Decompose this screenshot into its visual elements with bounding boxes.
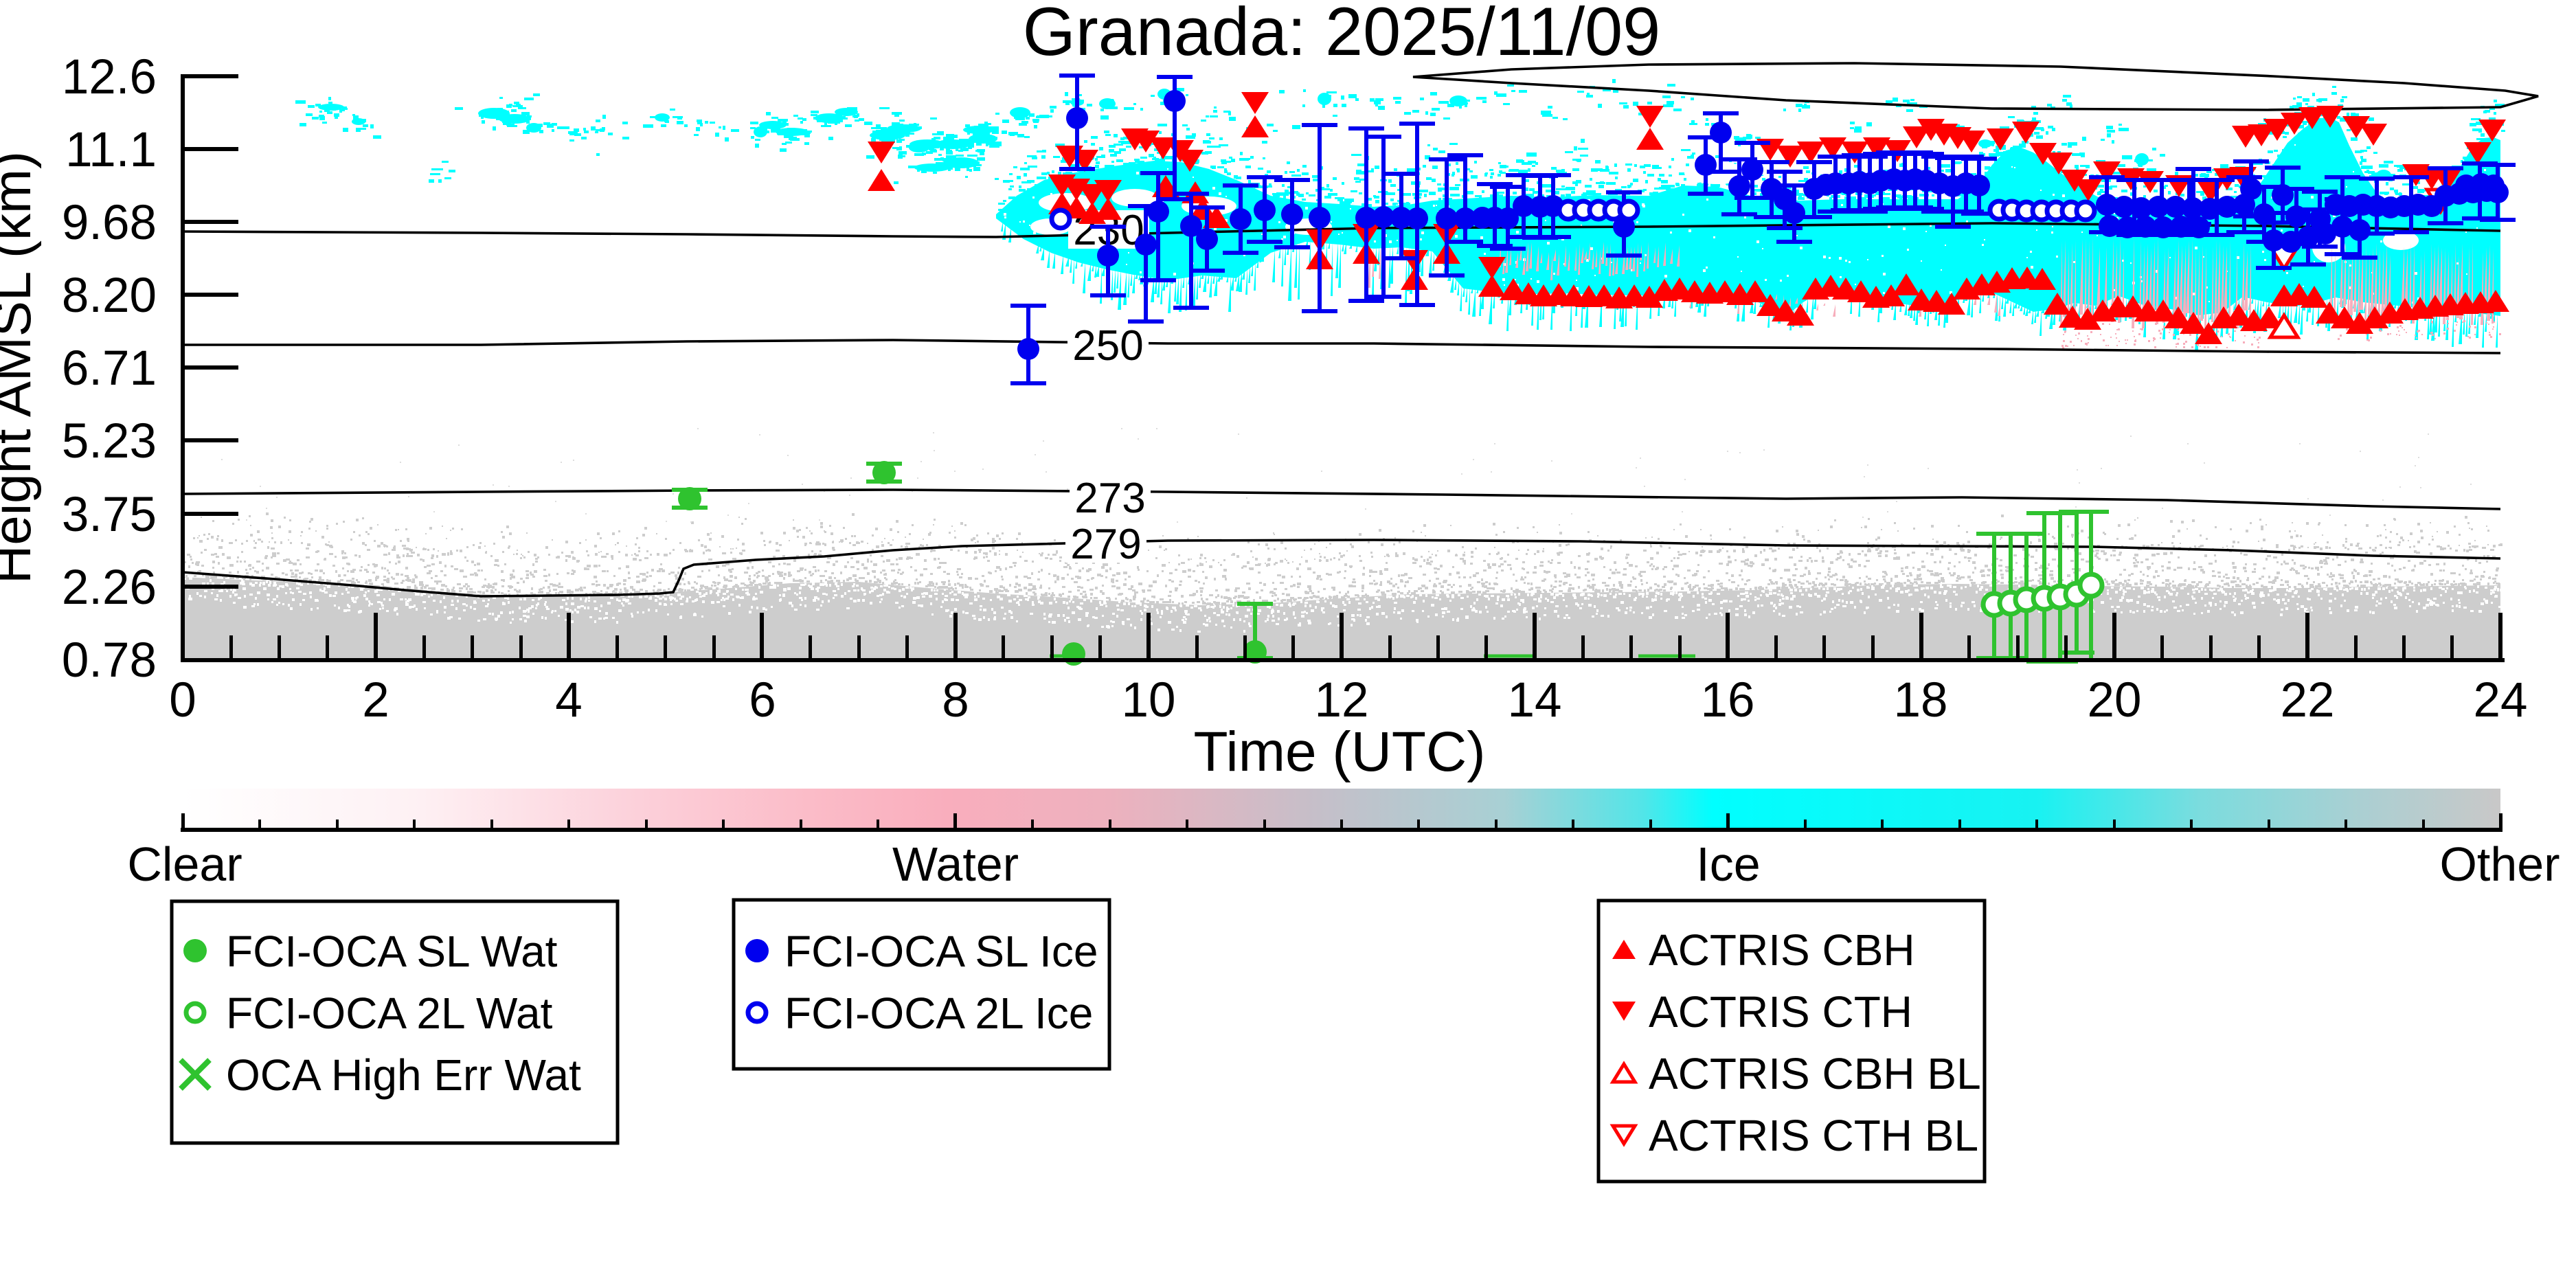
- svg-text:12: 12: [1315, 673, 1369, 727]
- svg-text:6.71: 6.71: [62, 341, 157, 396]
- svg-text:Water: Water: [892, 837, 1019, 891]
- svg-text:Time (UTC): Time (UTC): [1193, 721, 1485, 783]
- svg-text:OCA High Err Wat: OCA High Err Wat: [226, 1050, 581, 1100]
- svg-text:22: 22: [2281, 673, 2335, 727]
- svg-text:279: 279: [1070, 521, 1141, 568]
- svg-text:6: 6: [749, 673, 776, 727]
- svg-text:Height AMSL (km): Height AMSL (km): [0, 151, 42, 584]
- svg-text:3.75: 3.75: [62, 488, 157, 542]
- svg-text:4: 4: [555, 673, 583, 727]
- svg-text:ACTRIS CTH: ACTRIS CTH: [1649, 987, 1912, 1037]
- svg-text:10: 10: [1122, 673, 1176, 727]
- svg-text:FCI-OCA 2L Wat: FCI-OCA 2L Wat: [226, 988, 553, 1038]
- svg-text:FCI-OCA 2L Ice: FCI-OCA 2L Ice: [784, 988, 1093, 1038]
- svg-text:20: 20: [2088, 673, 2142, 727]
- svg-text:ACTRIS CTH BL: ACTRIS CTH BL: [1649, 1111, 1978, 1160]
- svg-text:16: 16: [1701, 673, 1755, 727]
- svg-text:0: 0: [169, 673, 196, 727]
- svg-text:0.78: 0.78: [62, 633, 157, 688]
- svg-text:ACTRIS CBH: ACTRIS CBH: [1649, 925, 1915, 975]
- svg-text:250: 250: [1072, 322, 1143, 370]
- svg-text:11.1: 11.1: [65, 123, 157, 177]
- svg-text:FCI-OCA SL Ice: FCI-OCA SL Ice: [784, 927, 1098, 976]
- svg-text:FCI-OCA SL Wat: FCI-OCA SL Wat: [226, 927, 558, 976]
- svg-text:12.6: 12.6: [62, 50, 157, 104]
- svg-text:2.26: 2.26: [62, 561, 157, 615]
- svg-text:14: 14: [1508, 673, 1562, 727]
- svg-text:18: 18: [1894, 673, 1948, 727]
- svg-text:9.68: 9.68: [62, 196, 157, 250]
- svg-text:Granada: 2025/11/09: Granada: 2025/11/09: [1023, 0, 1660, 69]
- svg-text:8: 8: [942, 673, 969, 727]
- svg-text:ACTRIS CBH BL: ACTRIS CBH BL: [1649, 1049, 1981, 1098]
- svg-text:Clear: Clear: [127, 837, 242, 891]
- svg-text:2: 2: [362, 673, 389, 727]
- svg-text:8.20: 8.20: [62, 269, 157, 323]
- svg-text:24: 24: [2474, 673, 2528, 727]
- svg-text:5.23: 5.23: [62, 414, 157, 468]
- svg-text:Other: Other: [2439, 837, 2560, 891]
- svg-text:273: 273: [1074, 475, 1145, 522]
- svg-text:Ice: Ice: [1696, 837, 1760, 891]
